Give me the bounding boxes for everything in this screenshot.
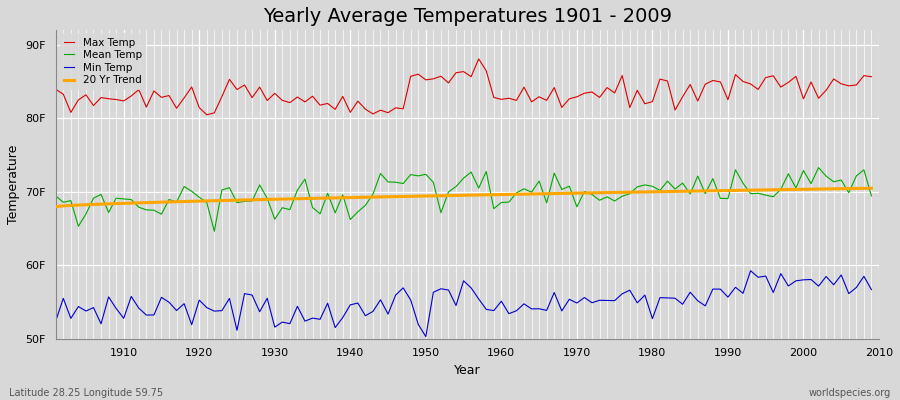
- Min Temp: [503, 311, 514, 316]
- Line: Min Temp: Min Temp: [56, 271, 871, 337]
- Mean Temp: [496, 200, 507, 205]
- Max Temp: [866, 74, 877, 79]
- Min Temp: [745, 268, 756, 273]
- 20 Yr Trend: [587, 190, 598, 195]
- Min Temp: [50, 319, 61, 324]
- Legend: Max Temp, Mean Temp, Min Temp, 20 Yr Trend: Max Temp, Mean Temp, Min Temp, 20 Yr Tre…: [59, 33, 146, 90]
- Min Temp: [420, 334, 431, 339]
- Mean Temp: [503, 200, 514, 204]
- Min Temp: [866, 287, 877, 292]
- 20 Yr Trend: [489, 192, 500, 197]
- Text: worldspecies.org: worldspecies.org: [809, 388, 891, 398]
- X-axis label: Year: Year: [454, 364, 481, 377]
- Max Temp: [284, 100, 295, 105]
- Mean Temp: [329, 210, 340, 215]
- Mean Temp: [111, 196, 122, 200]
- 20 Yr Trend: [322, 196, 333, 200]
- 20 Yr Trend: [111, 201, 122, 206]
- Min Temp: [322, 301, 333, 306]
- Max Temp: [329, 107, 340, 112]
- Line: Mean Temp: Mean Temp: [56, 168, 871, 231]
- 20 Yr Trend: [866, 186, 877, 191]
- 20 Yr Trend: [50, 204, 61, 209]
- Y-axis label: Temperature: Temperature: [7, 145, 20, 224]
- 20 Yr Trend: [496, 192, 507, 197]
- Max Temp: [111, 97, 122, 102]
- Max Temp: [511, 98, 522, 103]
- Line: 20 Yr Trend: 20 Yr Trend: [56, 188, 871, 206]
- Mean Temp: [50, 194, 61, 198]
- Max Temp: [473, 56, 484, 61]
- Mean Temp: [209, 229, 220, 234]
- Min Temp: [111, 306, 122, 311]
- Min Temp: [594, 298, 605, 303]
- Min Temp: [496, 299, 507, 304]
- Max Temp: [503, 96, 514, 101]
- Max Temp: [202, 112, 212, 117]
- Min Temp: [277, 320, 288, 324]
- Mean Temp: [284, 207, 295, 212]
- 20 Yr Trend: [277, 197, 288, 202]
- Mean Temp: [814, 165, 824, 170]
- Text: Latitude 28.25 Longitude 59.75: Latitude 28.25 Longitude 59.75: [9, 388, 163, 398]
- Mean Temp: [594, 198, 605, 203]
- Max Temp: [602, 85, 613, 90]
- Line: Max Temp: Max Temp: [56, 59, 871, 115]
- Mean Temp: [866, 194, 877, 198]
- Max Temp: [50, 87, 61, 92]
- Title: Yearly Average Temperatures 1901 - 2009: Yearly Average Temperatures 1901 - 2009: [263, 7, 672, 26]
